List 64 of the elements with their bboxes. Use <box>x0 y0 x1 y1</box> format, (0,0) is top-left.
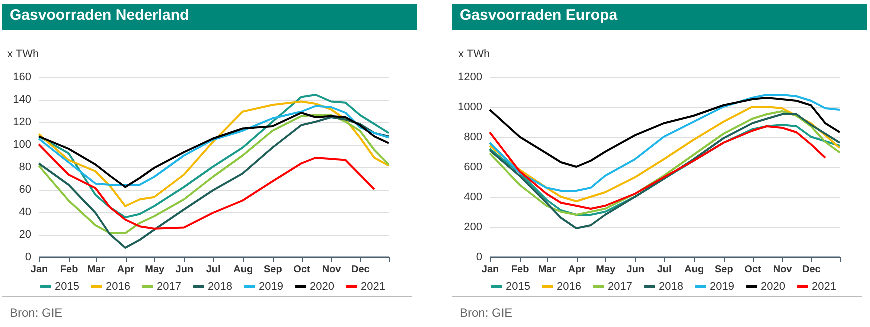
text: Bron: GIE <box>460 306 513 320</box>
legend-label: 2019 <box>259 281 284 293</box>
y-tick-label: 800 <box>464 132 482 144</box>
y-tick-label: 60 <box>19 184 32 196</box>
y-tick-label: 80 <box>19 162 32 174</box>
x-tick-label: Nov <box>773 264 793 276</box>
legend-label: 2020 <box>310 281 334 293</box>
x-tick-label: Jul <box>206 264 221 276</box>
legend-label: 2018 <box>208 281 232 293</box>
x-tick-label: Nov <box>322 264 342 276</box>
x-tick-label: Aug <box>684 264 704 276</box>
x-tick-label: Apr <box>568 264 586 276</box>
x-tick-label: Dec <box>351 264 370 276</box>
legend-label: 2015 <box>55 281 80 293</box>
y-tick-label: 160 <box>13 72 32 84</box>
legend-label: 2020 <box>761 281 786 293</box>
x-tick-label: Oct <box>744 264 762 276</box>
legend-label: 2021 <box>812 281 836 293</box>
line-series <box>38 144 376 230</box>
y-tick-label: 600 <box>464 162 482 174</box>
chart-title: Gasvoorraden Nederland <box>2 4 417 30</box>
x-tick-label: Jan <box>482 264 500 276</box>
y-tick-label: 0 <box>476 252 482 264</box>
chart-title: Gasvoorraden Europa <box>452 4 867 30</box>
y-tick-label: 40 <box>19 206 32 218</box>
x-tick-label: Sep <box>264 264 282 276</box>
x-tick-label: Dec <box>802 264 822 276</box>
x-tick-label: Jun <box>176 264 194 276</box>
y-tick-label: 140 <box>13 94 32 106</box>
legend-label: 2017 <box>157 281 182 293</box>
line-series <box>489 106 841 202</box>
x-tick-label: May <box>145 264 166 276</box>
y-tick-label: 400 <box>464 192 482 204</box>
x-tick-label: Jun <box>626 264 645 276</box>
y-tick-label: 1200 <box>458 72 482 84</box>
x-tick-label: Feb <box>511 264 530 276</box>
y-axis-title: x TWh <box>458 48 490 60</box>
x-tick-label: Jan <box>30 264 48 276</box>
legend-label: 2016 <box>106 281 130 293</box>
text: Bron: GIE <box>10 306 63 320</box>
x-tick-label: May <box>596 264 616 276</box>
legend-label: 2019 <box>710 281 734 293</box>
x-tick-label: Mar <box>87 264 106 276</box>
legend-label: 2017 <box>608 281 632 293</box>
y-tick-label: 200 <box>464 222 482 234</box>
x-tick-label: Oct <box>294 264 312 276</box>
x-tick-label: Feb <box>60 264 78 276</box>
x-tick-label: Sep <box>714 264 734 276</box>
y-tick-label: 1000 <box>458 102 482 114</box>
legend-label: 2016 <box>557 281 582 293</box>
x-tick-label: Mar <box>538 264 556 276</box>
legend-label: 2021 <box>361 281 386 293</box>
line-series <box>489 94 841 192</box>
line-series <box>489 97 841 168</box>
x-tick-label: Jul <box>657 264 672 276</box>
x-tick-label: Aug <box>234 264 254 276</box>
legend-label: 2018 <box>659 281 684 293</box>
y-axis-title: x TWh <box>8 48 40 60</box>
x-tick-label: Apr <box>117 264 135 276</box>
y-tick-label: 120 <box>13 116 32 128</box>
legend-label: 2015 <box>506 281 530 293</box>
y-tick-label: 20 <box>19 229 32 241</box>
y-tick-label: 100 <box>13 139 32 151</box>
y-tick-label: 0 <box>25 252 32 264</box>
